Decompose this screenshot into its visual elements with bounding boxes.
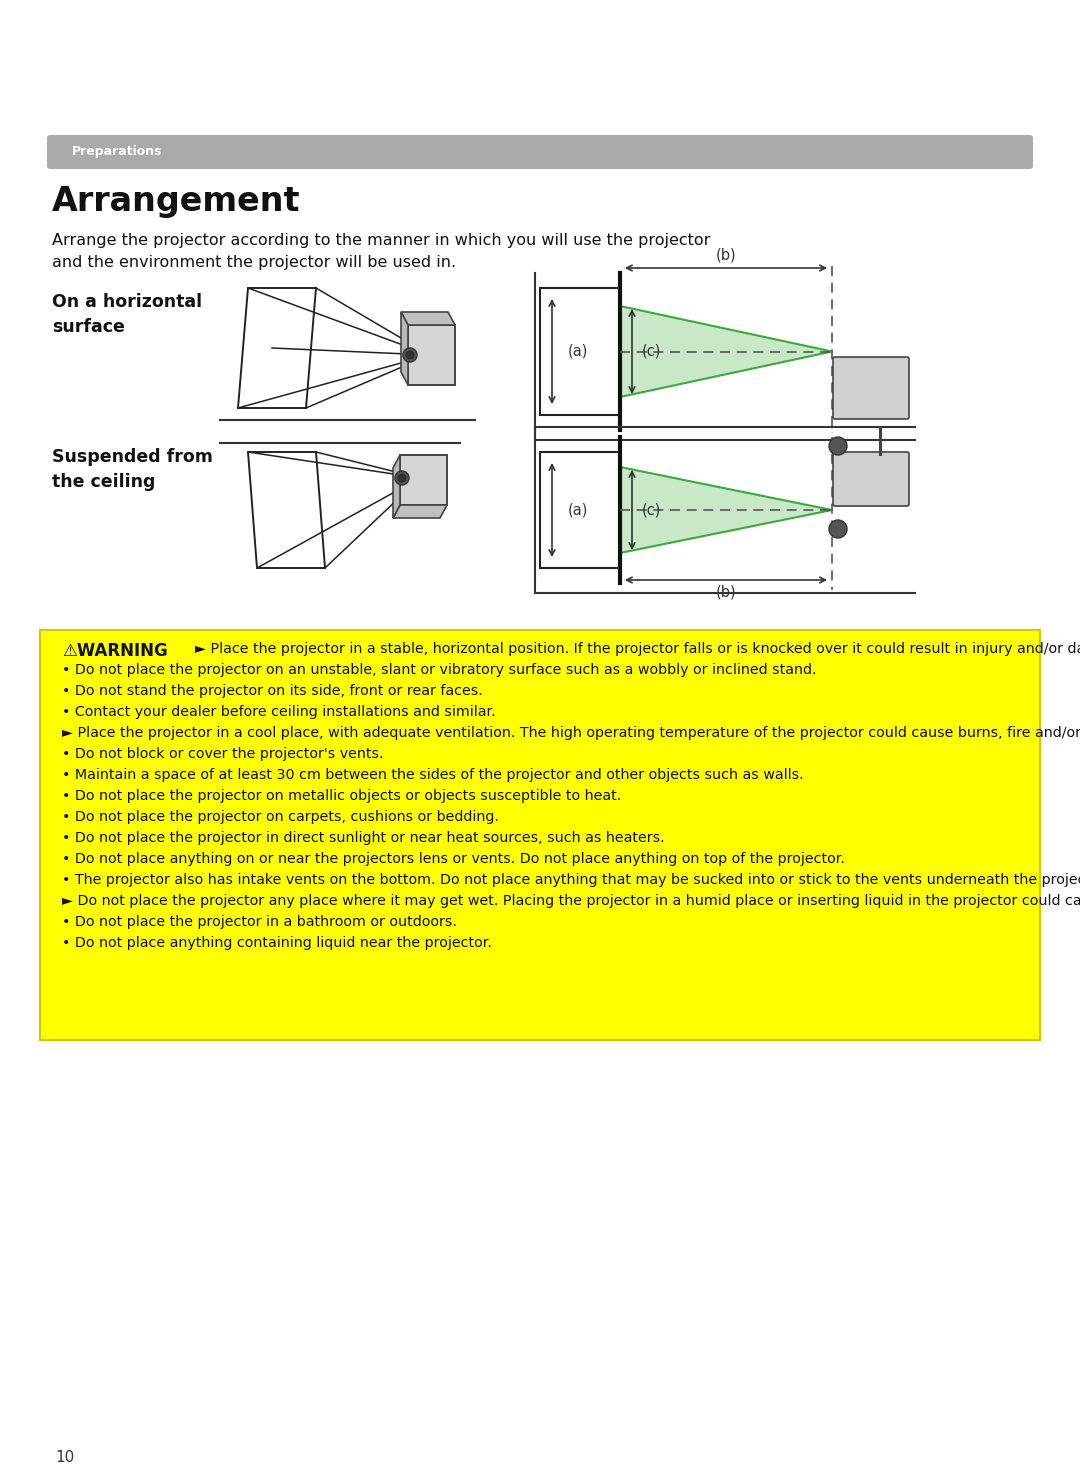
Text: • Do not place anything on or near the projectors lens or vents. Do not place an: • Do not place anything on or near the p… [62, 852, 845, 867]
Bar [540, 288, 620, 414]
Text: • Do not place the projector on an unstable, slant or vibratory surface such as : • Do not place the projector on an unsta… [62, 663, 816, 676]
Text: Arrangement: Arrangement [52, 184, 300, 218]
Text: (a): (a) [568, 344, 589, 359]
Text: Suspended from
the ceiling: Suspended from the ceiling [52, 448, 213, 490]
Circle shape [403, 348, 417, 362]
Text: ► Place the projector in a cool place, with adequate ventilation. The high opera: ► Place the projector in a cool place, w… [62, 726, 1080, 739]
Polygon shape [620, 467, 832, 553]
Text: On a horizontal
surface: On a horizontal surface [52, 293, 202, 337]
Text: Arrange the projector according to the manner in which you will use the projecto: Arrange the projector according to the m… [52, 233, 711, 271]
Text: ► Do not place the projector any place where it may get wet. Placing the project: ► Do not place the projector any place w… [62, 895, 1080, 908]
Polygon shape [400, 455, 447, 505]
Text: ► Place the projector in a stable, horizontal position. If the projector falls o: ► Place the projector in a stable, horiz… [195, 643, 1080, 656]
Text: ⚠WARNING: ⚠WARNING [62, 643, 167, 660]
Circle shape [406, 351, 414, 359]
Text: • The projector also has intake vents on the bottom. Do not place anything that : • The projector also has intake vents on… [62, 873, 1080, 887]
Polygon shape [401, 312, 455, 325]
Circle shape [829, 520, 847, 537]
FancyBboxPatch shape [833, 357, 909, 419]
Text: 10: 10 [55, 1449, 75, 1464]
Text: • Do not place the projector in direct sunlight or near heat sources, such as he: • Do not place the projector in direct s… [62, 832, 664, 845]
Text: Preparations: Preparations [72, 145, 162, 158]
Text: (c): (c) [642, 344, 661, 359]
Text: • Maintain a space of at least 30 cm between the sides of the projector and othe: • Maintain a space of at least 30 cm bet… [62, 769, 804, 782]
Circle shape [399, 474, 406, 482]
Text: • Do not place anything containing liquid near the projector.: • Do not place anything containing liqui… [62, 935, 491, 950]
FancyBboxPatch shape [48, 135, 1032, 168]
Text: (b): (b) [716, 584, 737, 599]
Text: • Do not block or cover the projector's vents.: • Do not block or cover the projector's … [62, 747, 383, 761]
Bar [40, 630, 1040, 1039]
Text: (b): (b) [716, 247, 737, 262]
Circle shape [395, 471, 409, 485]
Circle shape [829, 436, 847, 455]
Polygon shape [393, 455, 400, 518]
Text: • Do not place the projector on carpets, cushions or bedding.: • Do not place the projector on carpets,… [62, 810, 499, 824]
Polygon shape [393, 505, 447, 518]
Text: • Do not place the projector in a bathroom or outdoors.: • Do not place the projector in a bathro… [62, 915, 457, 930]
Text: (a): (a) [568, 502, 589, 517]
Bar [540, 452, 620, 568]
Text: • Do not stand the projector on its side, front or rear faces.: • Do not stand the projector on its side… [62, 684, 483, 698]
Text: • Contact your dealer before ceiling installations and similar.: • Contact your dealer before ceiling ins… [62, 706, 496, 719]
Polygon shape [401, 312, 408, 385]
Polygon shape [620, 306, 832, 397]
Polygon shape [408, 325, 455, 385]
Text: (c): (c) [642, 502, 661, 517]
FancyBboxPatch shape [833, 452, 909, 507]
Text: • Do not place the projector on metallic objects or objects susceptible to heat.: • Do not place the projector on metallic… [62, 789, 621, 802]
